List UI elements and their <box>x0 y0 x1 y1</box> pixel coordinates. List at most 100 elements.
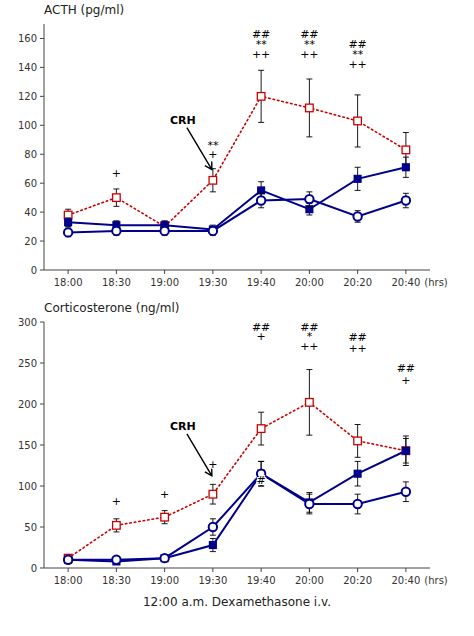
y-tick <box>40 404 44 405</box>
point <box>354 117 362 125</box>
point <box>257 425 265 433</box>
point <box>353 500 361 508</box>
error-bar <box>210 169 216 192</box>
x-tick-label: 20:40 <box>391 277 420 288</box>
y-tick <box>40 241 44 242</box>
y-tick-label: 60 <box>24 178 37 189</box>
point <box>306 399 314 407</box>
series <box>65 157 410 234</box>
y-tick-label: 0 <box>31 563 37 574</box>
point <box>64 556 72 564</box>
y-tick-label: 140 <box>18 62 37 73</box>
y-tick-label: 40 <box>24 207 37 218</box>
annotation: + <box>208 148 217 161</box>
x-tick <box>309 568 310 572</box>
error-bar <box>258 70 264 122</box>
error-bar <box>355 425 361 458</box>
y-tick-label: 200 <box>18 399 37 410</box>
error-bar <box>65 218 71 227</box>
error-bar <box>162 511 168 524</box>
x-tick <box>164 568 165 572</box>
x-tick <box>309 270 310 274</box>
y-tick-label: 80 <box>24 149 37 160</box>
annotation: + <box>112 167 121 180</box>
axis-unit: (hrs) <box>424 277 448 288</box>
series-line <box>68 167 406 229</box>
panel-title: Corticosterone (ng/ml) <box>44 301 179 315</box>
x-tick <box>357 568 358 572</box>
x-tick-label: 18:30 <box>102 277 131 288</box>
point <box>306 206 313 213</box>
series <box>64 370 409 562</box>
plot-area <box>64 370 410 565</box>
point <box>402 447 409 454</box>
x-tick-label: 18:00 <box>54 575 83 586</box>
x-tick <box>261 568 262 572</box>
error-bar <box>355 461 361 486</box>
series-line <box>68 451 406 562</box>
y-tick <box>40 363 44 364</box>
x-tick-label: 19:30 <box>198 277 227 288</box>
annotation: ++ <box>300 340 318 353</box>
x-axis-line <box>44 568 430 569</box>
error-bar <box>355 95 361 147</box>
panel-title: ACTH (pg/ml) <box>44 3 124 17</box>
point <box>161 513 169 521</box>
series <box>64 461 410 564</box>
y-tick <box>40 527 44 528</box>
point <box>113 194 121 202</box>
y-tick <box>40 96 44 97</box>
x-tick-label: 19:40 <box>247 277 276 288</box>
point <box>402 488 410 496</box>
panel: Corticosterone (ng/ml)050100150200250300… <box>18 301 448 609</box>
point <box>209 542 216 549</box>
error-bar <box>306 79 312 137</box>
x-tick-label: 20:40 <box>391 575 420 586</box>
y-tick <box>40 183 44 184</box>
point <box>402 196 410 204</box>
x-tick-label: 20:20 <box>343 575 372 586</box>
point <box>305 195 313 203</box>
y-tick <box>40 486 44 487</box>
point <box>354 437 362 445</box>
error-bar <box>403 157 409 177</box>
x-tick <box>164 270 165 274</box>
x-tick-label: 19:00 <box>150 277 179 288</box>
x-tick <box>405 270 406 274</box>
point <box>353 212 361 220</box>
error-bar <box>306 370 312 436</box>
annotation: + <box>112 495 121 508</box>
error-bar <box>355 167 361 190</box>
point <box>209 490 217 498</box>
series-line <box>68 474 406 560</box>
x-tick-label: 18:30 <box>102 575 131 586</box>
annotations: (hrs)CRH+++##+###*++##++##+ <box>112 321 448 586</box>
y-tick-label: 100 <box>18 120 37 131</box>
error-bar <box>113 519 119 532</box>
point <box>306 104 314 112</box>
x-tick <box>68 270 69 274</box>
y-tick-label: 160 <box>18 33 37 44</box>
point <box>65 219 72 226</box>
annotation: ++ <box>252 48 270 61</box>
x-axis-label: 12:00 a.m. Dexamethasone i.v. <box>143 595 331 609</box>
x-tick <box>116 568 117 572</box>
y-axis-line <box>44 24 45 270</box>
x-tick <box>68 568 69 572</box>
point <box>113 522 121 530</box>
annotation: + <box>257 330 266 343</box>
point <box>64 228 72 236</box>
series <box>64 70 409 231</box>
x-tick <box>261 270 262 274</box>
panel: ACTH (pg/ml)02040608010012014016018:0018… <box>18 3 448 288</box>
y-tick <box>40 38 44 39</box>
point <box>402 447 410 455</box>
y-tick-label: 0 <box>31 265 37 276</box>
y-tick <box>40 445 44 446</box>
error-bar <box>210 484 216 504</box>
series <box>64 192 410 237</box>
annotation: CRH <box>170 114 196 127</box>
annotations: (hrs)CRH+**+##**++##**++##**++ <box>112 28 448 288</box>
x-tick-label: 19:30 <box>198 575 227 586</box>
y-tick-label: 150 <box>18 440 37 451</box>
